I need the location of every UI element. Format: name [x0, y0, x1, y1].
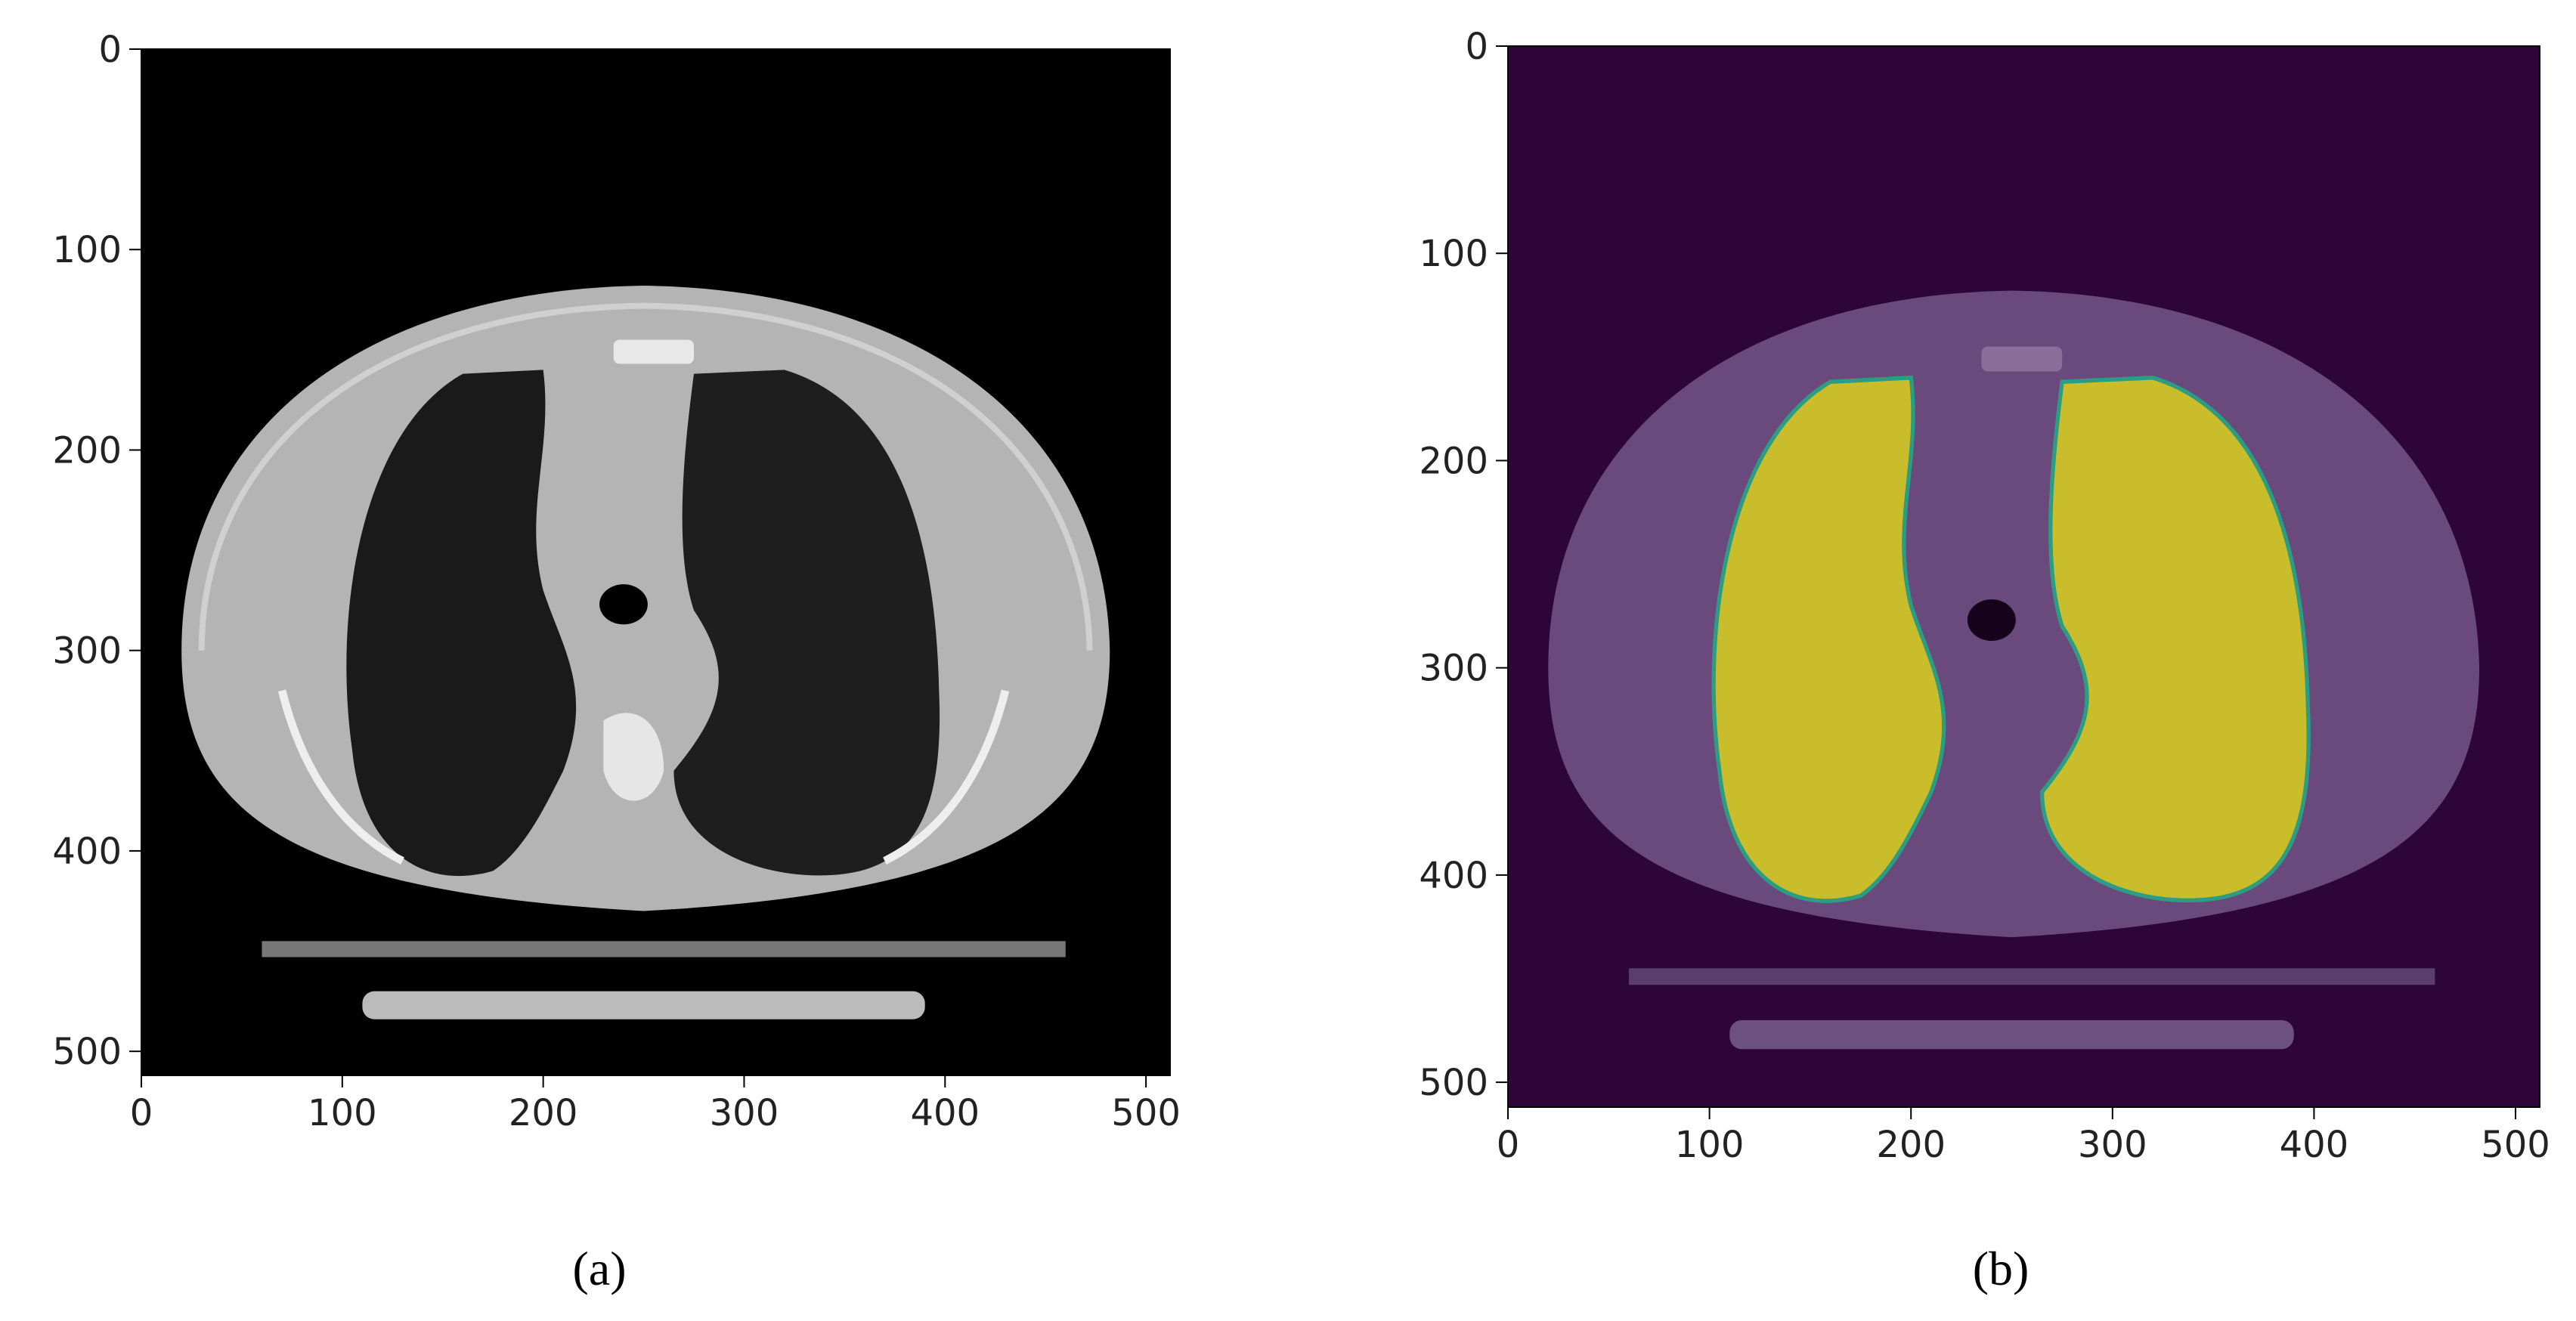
y-tick-label: 100	[1419, 233, 1488, 275]
y-tick-label: 0	[98, 29, 122, 71]
x-tick-label: 100	[308, 1092, 377, 1134]
x-tick-label: 0	[1497, 1124, 1520, 1166]
y-tick-label: 200	[52, 429, 122, 472]
x-tick-label: 200	[509, 1092, 578, 1134]
y-tick-label: 500	[1419, 1062, 1488, 1104]
panel-caption: (b)	[1973, 1242, 2030, 1295]
x-tick-label: 300	[2078, 1124, 2147, 1166]
x-tick-label: 400	[910, 1092, 980, 1134]
axes-frame	[141, 48, 1171, 1076]
y-tick-label: 0	[1465, 26, 1488, 68]
ct-image	[141, 49, 1170, 1075]
y-tick-label: 200	[1419, 440, 1488, 482]
y-tick-label: 300	[52, 630, 122, 673]
segmentation-overlay	[1508, 46, 2540, 1107]
x-tick-label: 300	[710, 1092, 779, 1134]
y-tick-label: 100	[52, 229, 122, 271]
panel-caption: (a)	[572, 1242, 626, 1295]
y-tick-label: 300	[1419, 648, 1488, 690]
x-tick-label: 100	[1675, 1124, 1745, 1166]
x-tick-label: 400	[2280, 1124, 2349, 1166]
axes-frame	[1507, 45, 2540, 1108]
y-tick-label: 500	[52, 1031, 122, 1073]
x-tick-label: 0	[130, 1092, 153, 1134]
x-tick-label: 200	[1876, 1124, 1946, 1166]
x-tick-label: 500	[2481, 1124, 2550, 1166]
y-tick-label: 400	[52, 831, 122, 873]
y-tick-label: 400	[1419, 855, 1488, 897]
x-tick-label: 500	[1111, 1092, 1181, 1134]
